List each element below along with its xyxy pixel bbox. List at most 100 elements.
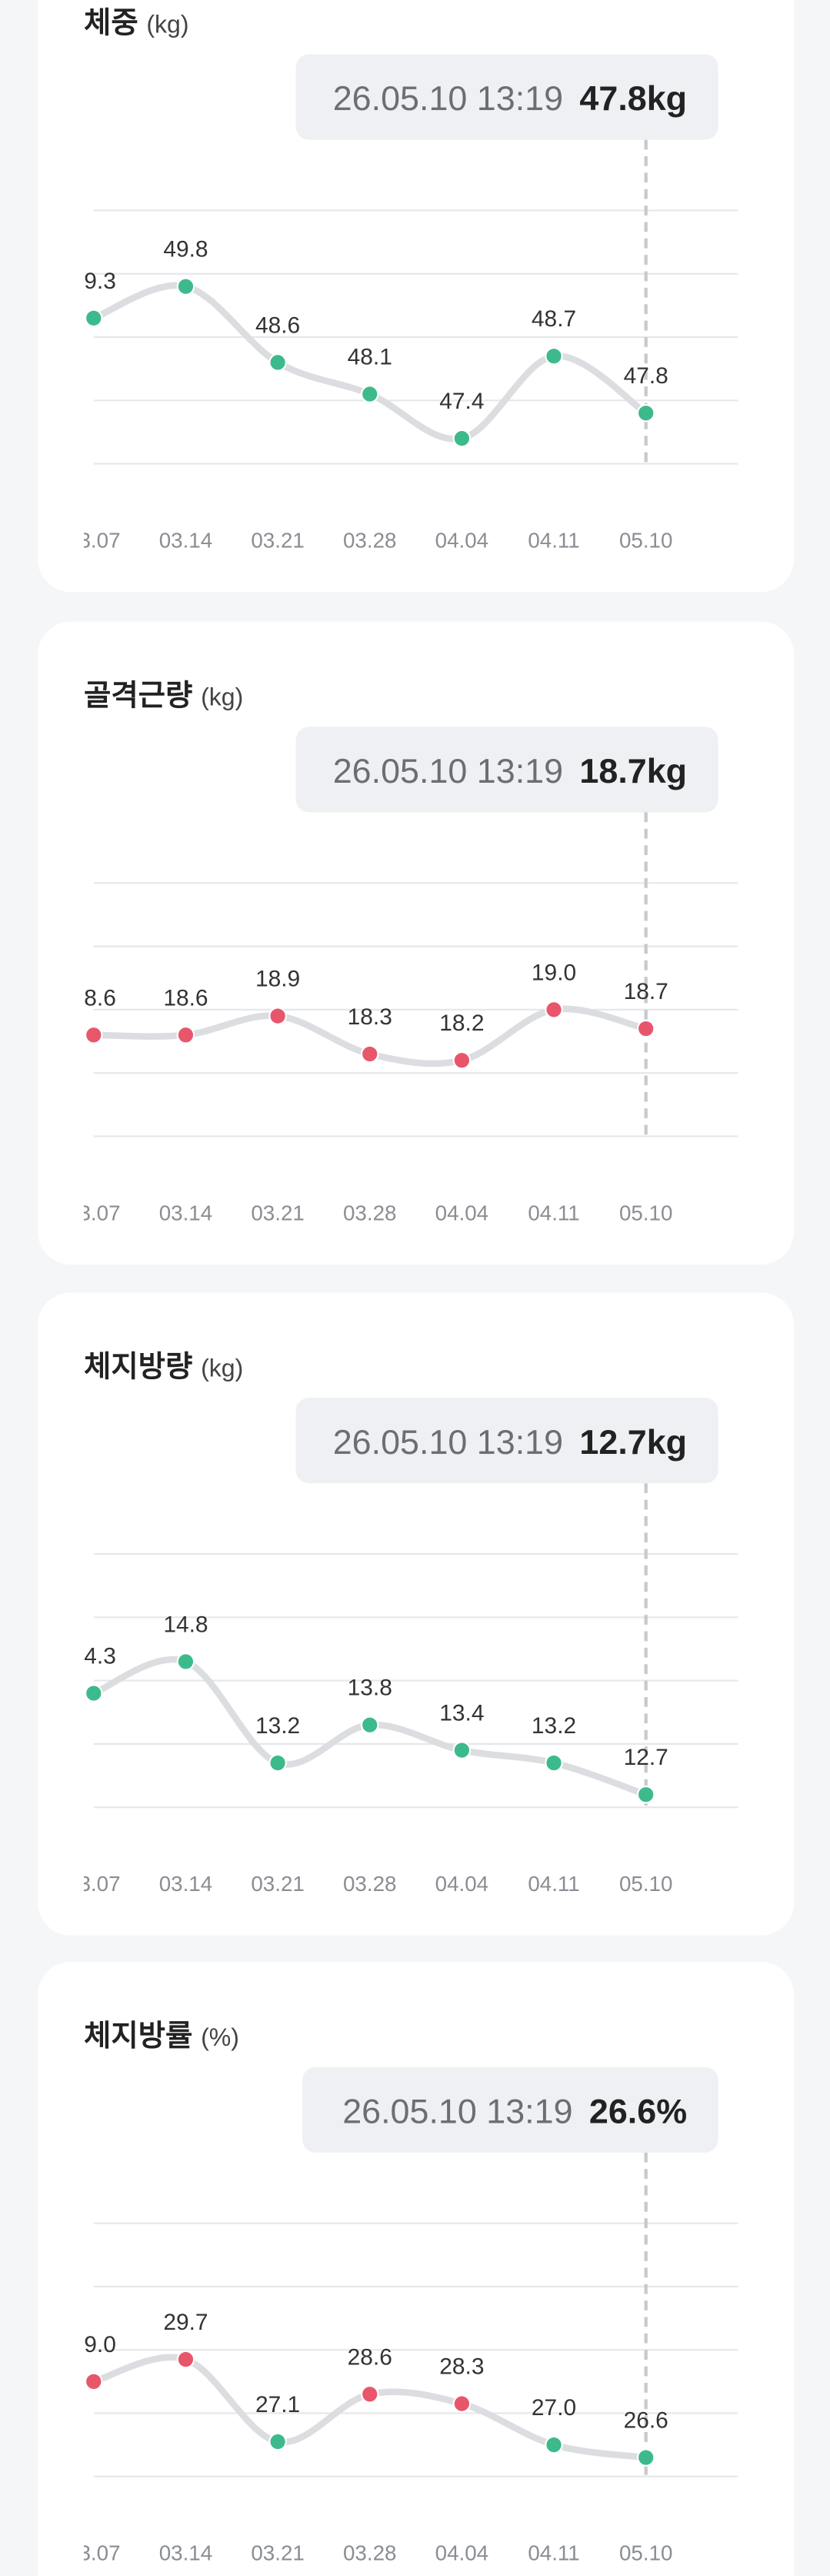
x-tick-label: 03.21: [251, 528, 304, 552]
value-label: 47.4: [439, 389, 484, 414]
data-point: [636, 1785, 655, 1804]
plot-area: 18.6 18.6 18.9 18.3 18.2 19.0 18.7 03.07 03.14 03…: [67, 812, 738, 1225]
data-point: [545, 2435, 563, 2454]
plot-area: 49.3 49.8 48.6 48.1 47.4 48.7 47.8 03.07 03.14 03…: [67, 139, 738, 552]
data-point: [360, 2385, 379, 2404]
value-label: 14.3: [72, 1644, 116, 1669]
x-tick-label: 03.28: [343, 2541, 396, 2565]
value-label: 28.3: [439, 2354, 484, 2380]
value-label: 13.2: [255, 1713, 300, 1739]
x-tick-label: 04.11: [528, 2541, 579, 2565]
value-label: 49.3: [72, 269, 116, 294]
x-tick-label: 04.11: [528, 1872, 579, 1896]
x-tick-label: 03.14: [159, 1201, 212, 1225]
value-label: 27.1: [255, 2392, 300, 2417]
tooltip-date: 26.05.10 13:19: [333, 1422, 563, 1462]
x-tick-label: 03.14: [159, 1872, 212, 1896]
value-label: 48.1: [348, 345, 392, 370]
value-label: 26.6: [624, 2408, 668, 2434]
x-tick-label: 04.04: [435, 528, 488, 552]
title-unit: (kg): [146, 11, 188, 38]
data-point: [452, 1051, 472, 1070]
x-tick-label: 05.10: [619, 1201, 672, 1225]
title-unit: (kg): [201, 1354, 243, 1382]
x-tick-label: 03.28: [343, 1201, 396, 1225]
value-label: 13.8: [348, 1676, 392, 1701]
x-tick-label: 03.28: [343, 528, 396, 552]
title-text: 체지방량: [84, 1350, 192, 1383]
x-tick-label: 05.10: [619, 2541, 672, 2565]
data-point: [360, 1716, 379, 1734]
card-background: [38, 0, 794, 593]
card-background: [38, 1292, 794, 1936]
card-title: 체중 (kg): [84, 7, 189, 40]
x-tick-label: 03.21: [251, 2541, 304, 2565]
plot-area: 29.0 29.7 27.1 28.6 28.3 27.0 26.6 03.07 03.14 03…: [72, 2152, 738, 2565]
value-label: 48.7: [532, 306, 576, 332]
x-tick-label: 04.04: [435, 1872, 488, 1896]
card-background: [38, 621, 794, 1265]
x-tick-label: 03.21: [251, 1872, 304, 1896]
tooltip-value: 18.7kg: [579, 751, 687, 790]
x-tick-label: 03.07: [67, 1201, 120, 1225]
tooltip-box: [295, 727, 718, 813]
tooltip-box: [295, 54, 718, 140]
value-label: 18.6: [72, 985, 116, 1011]
x-tick-label: 03.07: [67, 1872, 120, 1896]
x-tick-label: 05.10: [619, 1872, 672, 1896]
value-label: 18.2: [439, 1011, 484, 1036]
x-tick-label: 04.11: [528, 1201, 579, 1225]
value-label: 12.7: [624, 1745, 668, 1770]
tooltip-date: 26.05.10 13:19: [333, 79, 563, 118]
value-label: 14.8: [163, 1612, 208, 1637]
value-label: 47.8: [624, 363, 668, 389]
tooltip-value: 47.8kg: [579, 79, 687, 118]
data-point: [176, 1026, 195, 1044]
value-label: 49.8: [163, 237, 208, 262]
data-point: [176, 1652, 195, 1671]
x-tick-label: 03.21: [251, 1201, 304, 1225]
data-point: [545, 1753, 563, 1772]
value-label: 13.4: [439, 1701, 484, 1726]
value-label: 29.0: [72, 2332, 116, 2357]
data-point: [636, 1019, 655, 1038]
chart-card: 골격근량 (kg) 18.7kg 26.05.10 13:19 18.6 18.6 18.9…: [38, 621, 794, 1265]
title-unit: (%): [201, 2023, 239, 2051]
x-tick-label: 04.04: [435, 2541, 488, 2565]
data-point: [545, 1001, 563, 1019]
tooltip-date: 26.05.10 13:19: [333, 751, 563, 790]
card-title: 체지방량 (kg): [84, 1350, 243, 1383]
value-label: 19.0: [532, 960, 576, 985]
data-point: [85, 1026, 103, 1044]
card-title: 체지방률 (%): [84, 2020, 239, 2053]
x-tick-label: 03.07: [67, 528, 120, 552]
data-point: [452, 2394, 472, 2413]
value-label: 48.6: [255, 312, 300, 338]
x-tick-label: 05.10: [619, 528, 672, 552]
title-text: 체지방률: [84, 2020, 192, 2053]
data-point: [452, 1741, 472, 1759]
tooltip-box: [295, 1398, 718, 1484]
chart-card: 체지방률 (%) 26.6% 26.05.10 13:19 29.0 29.7 27.1 28…: [38, 1961, 794, 2576]
tooltip-value: 12.7kg: [579, 1422, 687, 1462]
value-label: 28.6: [348, 2344, 392, 2370]
data-point: [545, 346, 563, 366]
value-label: 18.7: [624, 979, 668, 1004]
data-point: [176, 2350, 195, 2369]
title-text: 골격근량: [84, 680, 192, 713]
data-point: [268, 2432, 287, 2451]
data-point: [360, 385, 379, 403]
x-tick-label: 04.11: [528, 528, 579, 552]
chart-card: 체중 (kg) 47.8kg 26.05.10 13:19 49.3 49.8 48.6 48…: [38, 0, 794, 593]
tooltip-box: [302, 2066, 718, 2153]
x-tick-label: 03.14: [159, 528, 212, 552]
value-label: 18.3: [348, 1004, 392, 1030]
data-point: [268, 1753, 287, 1772]
data-point: [636, 2448, 655, 2467]
title-text: 체중: [84, 7, 138, 40]
card-title: 골격근량 (kg): [84, 680, 243, 713]
x-tick-label: 04.04: [435, 1201, 488, 1225]
tooltip-value: 26.6%: [589, 2091, 687, 2130]
data-point: [360, 1044, 379, 1064]
